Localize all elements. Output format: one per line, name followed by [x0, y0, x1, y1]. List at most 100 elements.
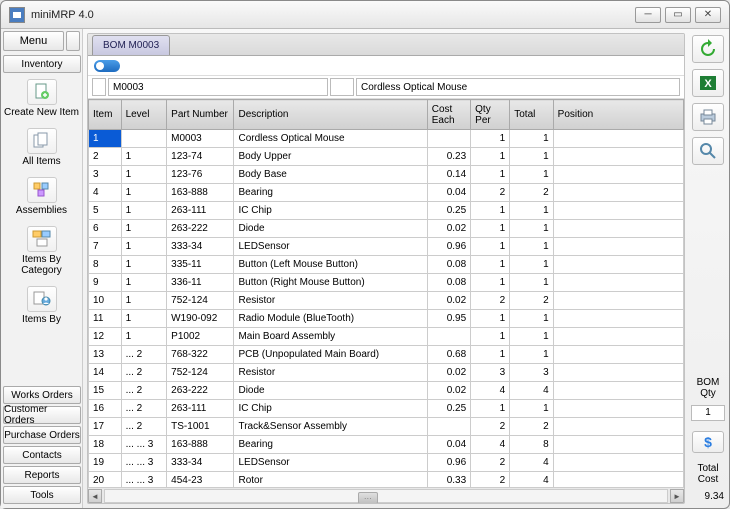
nav-items-by-category[interactable]: Items By Category [3, 222, 80, 282]
cell[interactable]: TS-1001 [167, 418, 234, 436]
cell[interactable]: Rotor [234, 472, 427, 488]
scroll-left-button[interactable]: ◄ [88, 489, 102, 503]
cell[interactable]: 1 [121, 328, 167, 346]
table-row[interactable]: 15... 2263-222Diode0.0244 [89, 382, 684, 400]
cell[interactable]: 1 [510, 166, 553, 184]
table-row[interactable]: 61263-222Diode0.0211 [89, 220, 684, 238]
cell[interactable]: 13 [89, 346, 122, 364]
nav-assemblies[interactable]: Assemblies [3, 173, 80, 222]
cell[interactable] [553, 184, 683, 202]
cell[interactable]: LEDSensor [234, 454, 427, 472]
cell[interactable]: 0.08 [427, 256, 470, 274]
nav-all-items[interactable]: All Items [3, 124, 80, 173]
cell[interactable]: 1 [510, 274, 553, 292]
cell[interactable]: 0.02 [427, 364, 470, 382]
sidebar-button-tools[interactable]: Tools [3, 486, 81, 504]
maximize-button[interactable]: ▭ [665, 7, 691, 23]
cell[interactable]: 1 [510, 346, 553, 364]
sidebar-button-reports[interactable]: Reports [3, 466, 81, 484]
menu-button[interactable]: Menu [3, 31, 64, 51]
cell[interactable]: 2 [471, 292, 510, 310]
scroll-thumb[interactable]: ··· [358, 492, 378, 504]
cell[interactable]: Main Board Assembly [234, 328, 427, 346]
calculate-cost-button[interactable]: $ [692, 431, 724, 453]
menu-aux-button[interactable] [66, 31, 80, 51]
column-header[interactable]: Description [234, 100, 427, 130]
cell[interactable] [553, 130, 683, 148]
cell[interactable]: 4 [510, 472, 553, 488]
column-header[interactable]: Position [553, 100, 683, 130]
cell[interactable] [553, 166, 683, 184]
cell[interactable]: 0.25 [427, 400, 470, 418]
cell[interactable]: 12 [89, 328, 122, 346]
cell[interactable]: Bearing [234, 436, 427, 454]
cell[interactable]: 0.08 [427, 274, 470, 292]
sidebar-button-purchase-orders[interactable]: Purchase Orders [3, 426, 81, 444]
cell[interactable]: Button (Left Mouse Button) [234, 256, 427, 274]
cell[interactable]: 6 [89, 220, 122, 238]
cell[interactable]: 1 [510, 202, 553, 220]
cell[interactable]: 0.96 [427, 454, 470, 472]
cell[interactable]: 123-74 [167, 148, 234, 166]
inventory-button[interactable]: Inventory [3, 55, 81, 73]
column-header[interactable]: Qty Per [471, 100, 510, 130]
cell[interactable]: 1 [89, 130, 122, 148]
cell[interactable]: 8 [89, 256, 122, 274]
sidebar-button-works-orders[interactable]: Works Orders [3, 386, 81, 404]
table-row[interactable]: 31123-76Body Base0.1411 [89, 166, 684, 184]
column-header[interactable]: Item [89, 100, 122, 130]
cell[interactable]: 333-34 [167, 454, 234, 472]
cell[interactable] [427, 418, 470, 436]
cell[interactable] [553, 436, 683, 454]
cell[interactable]: 4 [89, 184, 122, 202]
cell[interactable]: 2 [89, 148, 122, 166]
table-row[interactable]: 51263-111IC Chip0.2511 [89, 202, 684, 220]
cell[interactable]: 3 [510, 364, 553, 382]
cell[interactable]: Resistor [234, 292, 427, 310]
cell[interactable]: 163-888 [167, 184, 234, 202]
cell[interactable]: 1 [510, 400, 553, 418]
cell[interactable] [553, 364, 683, 382]
cell[interactable] [553, 310, 683, 328]
table-row[interactable]: 121P1002Main Board Assembly11 [89, 328, 684, 346]
view-toggle-icon[interactable] [94, 60, 120, 72]
cell[interactable]: 20 [89, 472, 122, 488]
cell[interactable]: 336-11 [167, 274, 234, 292]
cell[interactable]: 0.25 [427, 202, 470, 220]
cell[interactable]: Body Base [234, 166, 427, 184]
sidebar-button-contacts[interactable]: Contacts [3, 446, 81, 464]
cell[interactable]: 0.95 [427, 310, 470, 328]
cell[interactable]: Diode [234, 220, 427, 238]
cell[interactable]: 0.02 [427, 220, 470, 238]
table-row[interactable]: 81335-11Button (Left Mouse Button)0.0811 [89, 256, 684, 274]
cell[interactable]: 4 [471, 436, 510, 454]
cell[interactable]: ... ... 3 [121, 436, 167, 454]
cell[interactable]: 263-222 [167, 220, 234, 238]
cell[interactable] [553, 202, 683, 220]
scroll-right-button[interactable]: ► [670, 489, 684, 503]
cell[interactable]: 14 [89, 364, 122, 382]
cell[interactable]: ... 2 [121, 382, 167, 400]
cell[interactable]: 1 [510, 310, 553, 328]
nav-items-by[interactable]: Items By [3, 282, 80, 331]
table-row[interactable]: 101752-124Resistor0.0222 [89, 292, 684, 310]
cell[interactable]: ... 2 [121, 400, 167, 418]
cell[interactable]: 19 [89, 454, 122, 472]
column-header[interactable]: Level [121, 100, 167, 130]
cell[interactable]: 8 [510, 436, 553, 454]
table-row[interactable]: 41163-888Bearing0.0422 [89, 184, 684, 202]
cell[interactable]: ... 2 [121, 346, 167, 364]
filter-description-input[interactable] [356, 78, 680, 96]
cell[interactable]: 11 [89, 310, 122, 328]
cell[interactable]: 10 [89, 292, 122, 310]
horizontal-scrollbar[interactable]: ◄ ··· ► [88, 487, 684, 503]
table-row[interactable]: 111W190-092Radio Module (BlueTooth)0.951… [89, 310, 684, 328]
column-header[interactable]: Total [510, 100, 553, 130]
cell[interactable]: ... 2 [121, 364, 167, 382]
cell[interactable]: Diode [234, 382, 427, 400]
cell[interactable]: 1 [471, 310, 510, 328]
cell[interactable]: 768-322 [167, 346, 234, 364]
filter-item-input[interactable] [92, 78, 106, 96]
cell[interactable] [553, 220, 683, 238]
cell[interactable]: 163-888 [167, 436, 234, 454]
